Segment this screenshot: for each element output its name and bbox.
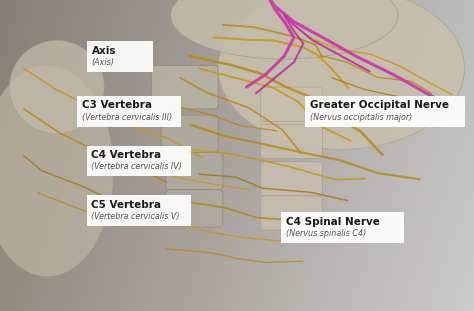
- Text: C4 Spinal Nerve: C4 Spinal Nerve: [286, 217, 380, 227]
- FancyBboxPatch shape: [261, 162, 322, 196]
- Text: C3 Vertebra: C3 Vertebra: [82, 100, 152, 110]
- Text: (Nervus spinalis C4): (Nervus spinalis C4): [286, 229, 366, 238]
- FancyBboxPatch shape: [281, 212, 404, 243]
- FancyBboxPatch shape: [261, 124, 322, 159]
- FancyBboxPatch shape: [87, 146, 191, 176]
- FancyBboxPatch shape: [152, 65, 218, 109]
- FancyBboxPatch shape: [87, 195, 191, 226]
- Text: (Nervus occipitalis major): (Nervus occipitalis major): [310, 113, 412, 122]
- Text: (Vertebra cervicalis IV): (Vertebra cervicalis IV): [91, 162, 182, 171]
- FancyBboxPatch shape: [166, 152, 223, 190]
- Ellipse shape: [171, 0, 398, 59]
- Text: C5 Vertebra: C5 Vertebra: [91, 200, 162, 210]
- Text: C4 Vertebra: C4 Vertebra: [91, 150, 162, 160]
- Text: (Vertebra cervicalis III): (Vertebra cervicalis III): [82, 113, 172, 122]
- FancyBboxPatch shape: [161, 115, 218, 152]
- Ellipse shape: [0, 65, 114, 277]
- Ellipse shape: [9, 40, 104, 134]
- Text: Axis: Axis: [91, 46, 116, 56]
- Ellipse shape: [218, 0, 465, 149]
- Text: (Vertebra cervicalis V): (Vertebra cervicalis V): [91, 212, 180, 221]
- FancyBboxPatch shape: [166, 190, 223, 227]
- FancyBboxPatch shape: [77, 96, 181, 127]
- FancyBboxPatch shape: [261, 196, 322, 230]
- FancyBboxPatch shape: [87, 41, 153, 72]
- FancyBboxPatch shape: [305, 96, 465, 127]
- Text: (Axis): (Axis): [91, 58, 114, 67]
- FancyBboxPatch shape: [261, 87, 322, 121]
- Text: Greater Occipital Nerve: Greater Occipital Nerve: [310, 100, 448, 110]
